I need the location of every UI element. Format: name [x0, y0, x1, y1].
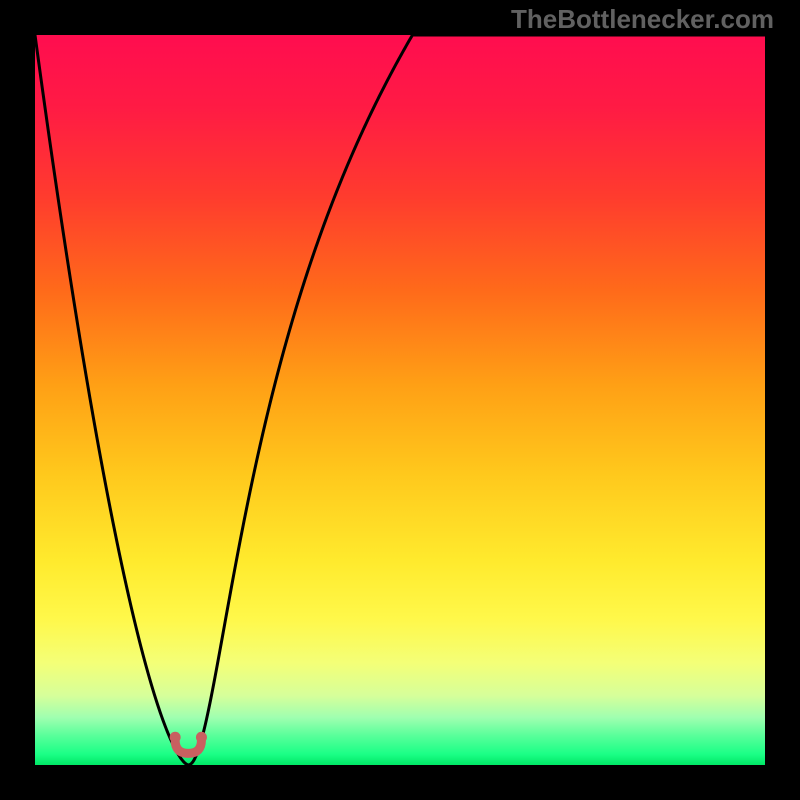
bottleneck-chart: [0, 0, 800, 800]
chart-stage: TheBottlenecker.com: [0, 0, 800, 800]
